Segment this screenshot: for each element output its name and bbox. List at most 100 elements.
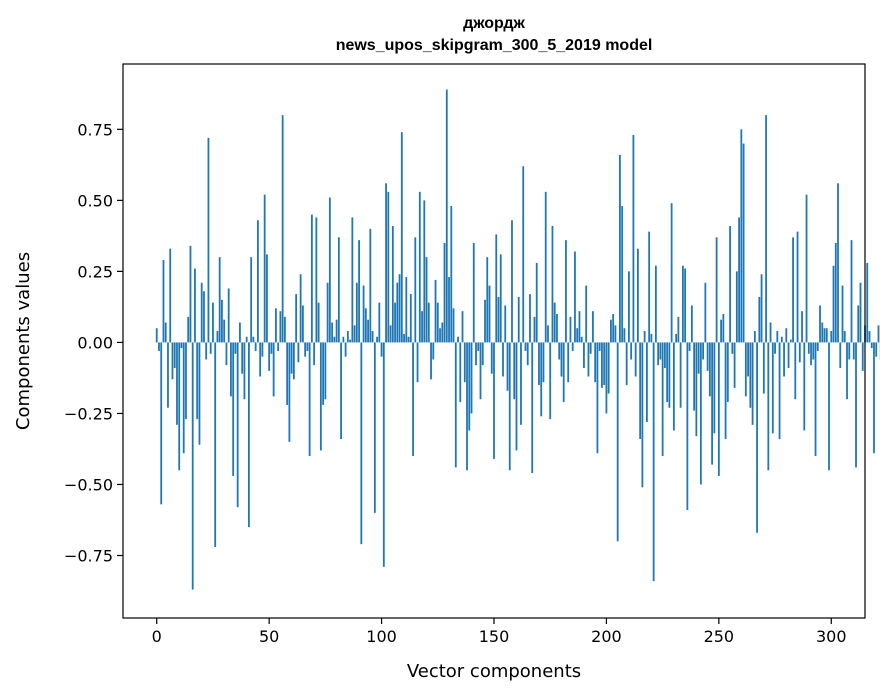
bar-317 <box>868 331 871 343</box>
bar-44 <box>254 342 257 351</box>
bar-290 <box>807 342 810 354</box>
bar-279 <box>783 342 785 377</box>
bar-53 <box>275 308 277 343</box>
x-tick-label: 0 <box>152 627 162 646</box>
bar-123 <box>432 342 435 360</box>
bar-144 <box>479 342 482 400</box>
bar-129 <box>445 89 448 343</box>
bar-91 <box>360 342 363 545</box>
bar-series <box>155 89 880 590</box>
bar-258 <box>735 271 738 343</box>
bar-17 <box>194 268 196 343</box>
bar-8 <box>173 342 176 368</box>
bar-216 <box>641 342 644 488</box>
y-tick-label: −0.50 <box>64 475 113 494</box>
bar-19 <box>198 342 201 445</box>
bar-43 <box>252 336 255 343</box>
bar-130 <box>448 277 450 343</box>
bar-4 <box>164 322 167 343</box>
bar-42 <box>250 257 253 343</box>
bar-183 <box>567 342 570 383</box>
bar-255 <box>729 225 731 343</box>
bar-297 <box>823 328 826 343</box>
bar-18 <box>196 342 199 420</box>
bar-239 <box>693 342 696 411</box>
bar-185 <box>571 342 574 351</box>
bar-138 <box>466 342 468 471</box>
bar-21 <box>203 291 205 343</box>
bar-180 <box>560 342 563 377</box>
bar-171 <box>540 342 543 417</box>
bar-243 <box>702 342 705 360</box>
bar-16 <box>191 342 194 590</box>
bar-207 <box>621 206 624 343</box>
bar-281 <box>787 342 790 368</box>
bar-45 <box>257 220 259 343</box>
bar-184 <box>569 316 572 343</box>
bar-93 <box>364 308 367 343</box>
x-tick-label: 250 <box>704 627 735 646</box>
bar-226 <box>663 342 666 368</box>
x-axis-ticks: 0 50 100 150 200 250 300 <box>152 618 847 646</box>
bar-149 <box>490 342 493 374</box>
bar-61 <box>292 342 295 380</box>
bar-82 <box>340 342 342 440</box>
bar-265 <box>751 342 754 425</box>
bar-298 <box>825 328 828 343</box>
bar-116 <box>416 342 419 383</box>
bar-156 <box>506 342 509 391</box>
bar-100 <box>380 342 383 357</box>
bar-176 <box>551 225 554 343</box>
bar-200 <box>605 342 608 414</box>
bar-224 <box>659 342 662 360</box>
bar-50 <box>268 342 271 371</box>
bar-309 <box>850 240 853 343</box>
bar-301 <box>832 265 835 343</box>
bar-222 <box>654 265 657 343</box>
bar-41 <box>248 342 250 528</box>
bar-124 <box>434 279 437 343</box>
bar-280 <box>785 328 788 343</box>
bar-178 <box>556 314 558 343</box>
y-tick-label: 0.00 <box>77 333 113 352</box>
bar-266 <box>753 331 756 343</box>
bar-27 <box>216 331 219 343</box>
bar-92 <box>362 285 365 343</box>
bar-318 <box>870 342 873 349</box>
bar-137 <box>463 342 466 383</box>
bar-247 <box>711 342 713 465</box>
bar-231 <box>675 333 678 343</box>
bar-118 <box>421 311 423 343</box>
bar-135 <box>459 342 462 403</box>
bar-248 <box>713 342 716 434</box>
bar-204 <box>614 325 617 343</box>
bar-283 <box>792 237 794 343</box>
bar-212 <box>632 135 635 343</box>
bar-211 <box>630 342 633 360</box>
bar-201 <box>607 342 610 394</box>
bar-205 <box>616 342 619 542</box>
bar-143 <box>477 342 480 351</box>
bar-152 <box>497 296 500 343</box>
bar-84 <box>344 342 347 357</box>
bar-145 <box>481 342 484 366</box>
bar-125 <box>436 302 439 343</box>
bar-113 <box>409 294 412 343</box>
bar-225 <box>661 342 664 457</box>
bar-314 <box>861 342 864 371</box>
bar-74 <box>322 342 325 405</box>
bar-106 <box>394 302 396 343</box>
bar-39 <box>243 342 246 400</box>
bar-220 <box>650 333 653 343</box>
bar-300 <box>830 331 833 343</box>
bar-166 <box>529 294 531 343</box>
bar-95 <box>369 228 372 343</box>
bar-153 <box>499 254 502 343</box>
bar-162 <box>520 342 522 425</box>
bar-155 <box>504 305 507 343</box>
bar-20 <box>200 282 203 343</box>
bar-148 <box>488 285 491 343</box>
bar-269 <box>760 274 763 343</box>
bar-238 <box>690 305 693 343</box>
bar-175 <box>549 342 552 420</box>
